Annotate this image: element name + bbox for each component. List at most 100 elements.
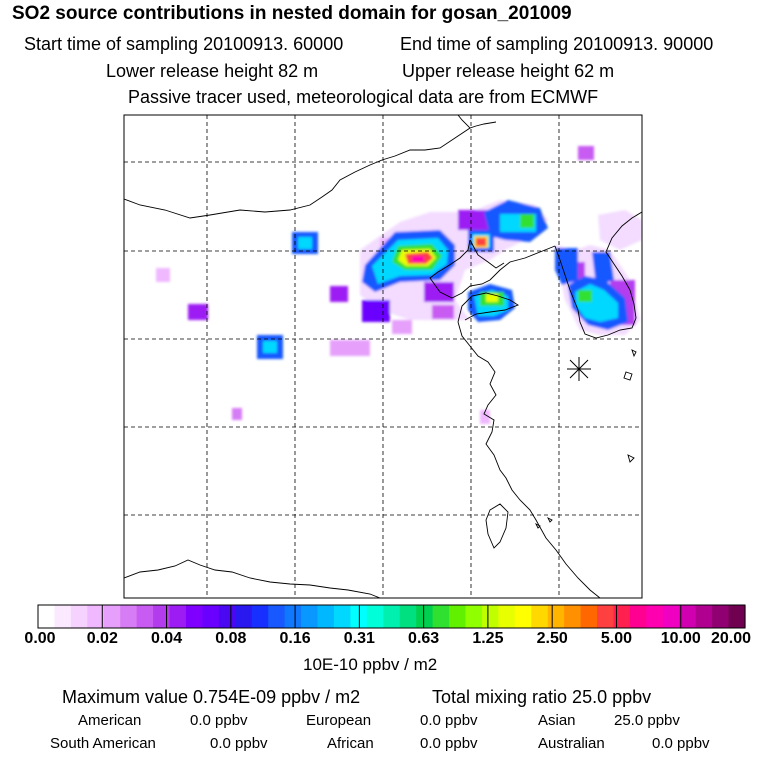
colorbar-cell xyxy=(498,605,516,628)
region-value-african: 0.0 ppbv xyxy=(420,735,478,752)
colorbar-tick-label: 0.04 xyxy=(150,630,183,647)
colorbar-cell xyxy=(268,605,286,628)
island-coast xyxy=(534,522,541,529)
island-coast xyxy=(631,349,637,358)
plume-faint-region xyxy=(330,340,370,356)
coastlines xyxy=(124,115,642,598)
colorbar-cell xyxy=(301,605,319,628)
colorbar-cell xyxy=(54,605,72,628)
colorbar-cell xyxy=(333,605,351,628)
colorbar-units: 10E-10 ppbv / m2 xyxy=(303,655,438,674)
plume-green xyxy=(578,290,592,302)
colorbar-cell xyxy=(679,605,697,628)
plume-blue xyxy=(555,248,578,285)
colorbar-cell xyxy=(695,605,713,628)
region-name-south-american: South American xyxy=(50,735,156,752)
inner-border-line xyxy=(124,559,381,598)
island-coast xyxy=(627,454,635,463)
end-time-label: End time of sampling 20100913. 90000 xyxy=(400,34,714,54)
colorbar-cell xyxy=(728,605,746,628)
region-value-european: 0.0 ppbv xyxy=(420,712,478,729)
colorbar-cell xyxy=(235,605,253,628)
plume-spot xyxy=(330,286,348,302)
colorbar-cell xyxy=(547,605,565,628)
korea-coast xyxy=(554,211,642,339)
colorbar-cell xyxy=(38,605,56,628)
east-border-line xyxy=(469,121,497,129)
colorbar-cell xyxy=(531,605,549,628)
region-name-asian: Asian xyxy=(538,712,576,729)
plume-faint-region xyxy=(480,410,490,424)
map-frame xyxy=(123,114,643,599)
north-border-line xyxy=(124,115,471,219)
colorbar-cell xyxy=(366,605,384,628)
region-name-african: African xyxy=(327,735,374,752)
region-value-australian: 0.0 ppbv xyxy=(652,735,710,752)
plume-faint-region xyxy=(392,320,412,334)
colorbar-cell xyxy=(185,605,204,628)
colorbar-cell xyxy=(712,605,730,628)
colorbar-cell xyxy=(629,605,647,628)
island-coast xyxy=(546,516,553,523)
lower-height-label: Lower release height 82 m xyxy=(106,61,319,81)
colorbar-cell xyxy=(103,605,121,628)
colorbar-tick-label: 0.16 xyxy=(279,630,311,647)
east-china-coast xyxy=(457,321,601,598)
colorbar-tick-label: 5.00 xyxy=(600,630,633,647)
colorbar-cell xyxy=(218,605,236,628)
colorbar xyxy=(37,604,746,629)
colorbar-cell xyxy=(70,605,88,628)
colorbar-cell xyxy=(613,605,631,628)
colorbar-cell xyxy=(597,605,615,628)
asterisk-icon xyxy=(567,357,591,381)
colorbar-cell xyxy=(317,605,335,628)
colorbar-cell xyxy=(580,605,598,628)
plume-spot xyxy=(432,305,454,319)
graticule xyxy=(124,115,642,598)
plume-magenta xyxy=(412,256,424,262)
island-coast xyxy=(623,371,633,381)
colorbar-tick-label: 0.08 xyxy=(215,630,247,647)
bohai-coast xyxy=(429,239,556,299)
region-value-south-american: 0.0 ppbv xyxy=(210,735,268,752)
colorbar-cell xyxy=(465,605,483,628)
colorbar-tick-label: 0.31 xyxy=(343,630,375,647)
colorbar-cell xyxy=(383,605,401,628)
plume-spot xyxy=(424,282,454,302)
colorbar-cell xyxy=(284,605,302,628)
plume-faint-region xyxy=(156,268,170,282)
colorbar-cell xyxy=(416,605,434,628)
region-name-australian: Australian xyxy=(538,735,605,752)
colorbar-cell xyxy=(120,605,138,628)
plume-spot xyxy=(188,304,208,320)
colorbar-cell xyxy=(169,605,187,628)
colorbar-cell xyxy=(564,605,582,628)
region-value-asian: 25.0 ppbv xyxy=(614,712,680,729)
plume-faint-region xyxy=(598,210,642,250)
colorbar-cell xyxy=(514,605,532,628)
plume-faint-region xyxy=(232,408,242,420)
max-value-label: Maximum value 0.754E-09 ppbv / m2 xyxy=(62,687,361,707)
colorbar-tick-label: 0.00 xyxy=(24,630,56,647)
upper-height-label: Upper release height 62 m xyxy=(402,61,615,81)
colorbar-tick-label: 10.00 xyxy=(660,630,701,647)
colorbar-cell xyxy=(153,605,171,628)
plume-cyan xyxy=(263,341,277,353)
plume-spot xyxy=(578,146,594,160)
tracer-note: Passive tracer used, meteorological data… xyxy=(128,87,599,107)
region-name-european: European xyxy=(306,712,372,729)
start-time-label: Start time of sampling 20100913. 60000 xyxy=(24,34,344,54)
colorbar-cell xyxy=(136,605,154,628)
plume-yellow xyxy=(486,294,498,302)
liaodong-coast xyxy=(469,239,505,269)
shandong-coast xyxy=(457,292,520,323)
colorbar-cell xyxy=(662,605,680,628)
colorbar-tick-label: 20.00 xyxy=(710,630,752,647)
plume-cyan xyxy=(298,237,312,249)
taiwan-coast xyxy=(485,503,509,549)
colorbar-tick-label: 2.50 xyxy=(536,630,568,647)
colorbar-cell xyxy=(481,605,499,628)
colorbar-cell xyxy=(251,605,269,628)
colorbar-cell xyxy=(646,605,664,628)
